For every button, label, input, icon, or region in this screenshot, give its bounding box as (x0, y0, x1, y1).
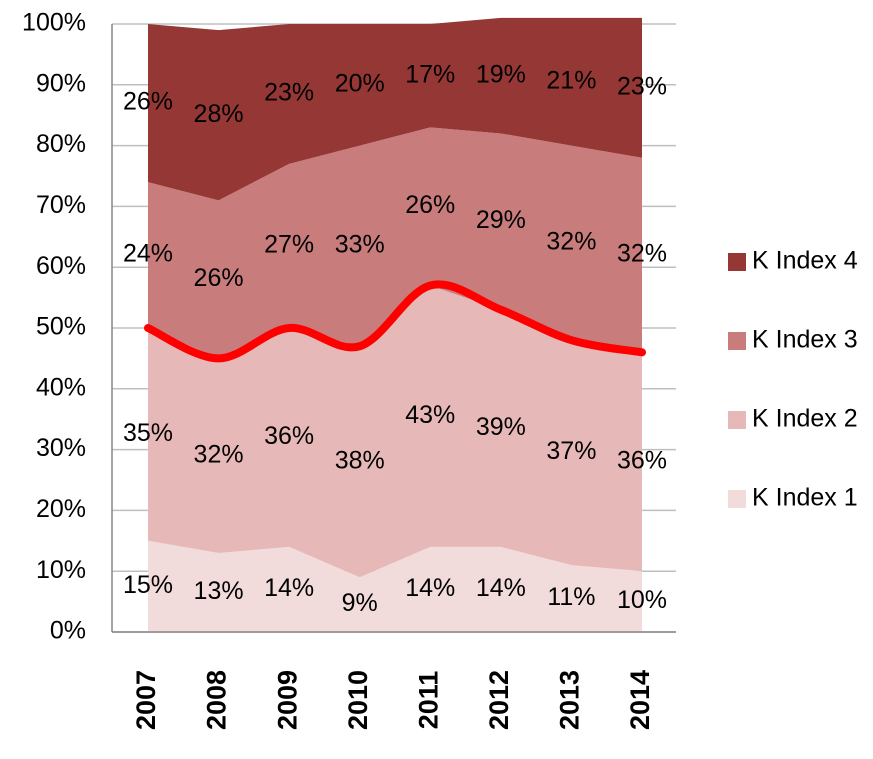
data-label: 14% (264, 574, 314, 602)
area (148, 285, 642, 578)
data-label: 24% (123, 240, 173, 268)
data-label: 32% (194, 440, 244, 468)
data-label: 23% (264, 79, 314, 107)
data-label: 32% (617, 240, 667, 268)
legend-swatch (728, 411, 746, 429)
y-tick-label: 0% (50, 617, 86, 645)
y-tick-label: 50% (36, 313, 86, 341)
data-label: 10% (617, 586, 667, 614)
data-label: 26% (123, 88, 173, 116)
data-label: 26% (194, 264, 244, 292)
data-label: 9% (342, 589, 378, 617)
y-tick-label: 100% (22, 9, 86, 37)
legend-label: K Index 3 (752, 326, 858, 354)
legend-label: K Index 2 (752, 405, 858, 433)
data-label: 15% (123, 571, 173, 599)
x-tick-label: 2014 (625, 670, 655, 730)
area (148, 540, 642, 632)
legend-swatch (728, 332, 746, 350)
data-label: 28% (194, 100, 244, 128)
legend-swatch (728, 253, 746, 271)
data-label: 43% (405, 401, 455, 429)
legend-label: K Index 1 (752, 484, 858, 512)
x-tick-label: 2008 (202, 670, 232, 730)
x-tick-label: 2010 (343, 670, 373, 730)
data-label: 39% (476, 413, 526, 441)
data-label: 36% (617, 446, 667, 474)
x-tick-label: 2009 (272, 670, 302, 730)
y-tick-label: 30% (36, 434, 86, 462)
y-tick-label: 10% (36, 556, 86, 584)
area (148, 17, 642, 201)
data-label: 35% (123, 419, 173, 447)
data-label: 27% (264, 231, 314, 259)
y-tick-label: 40% (36, 373, 86, 401)
data-label: 36% (264, 422, 314, 450)
data-label: 38% (335, 446, 385, 474)
y-tick-label: 80% (36, 130, 86, 158)
legend-label: K Index 4 (752, 247, 858, 275)
area (148, 127, 642, 359)
data-label: 23% (617, 72, 667, 100)
y-tick-label: 20% (36, 495, 86, 523)
x-tick-label: 2007 (131, 670, 161, 730)
data-label: 37% (546, 437, 596, 465)
legend-swatch (728, 490, 746, 508)
data-label: 33% (335, 231, 385, 259)
data-label: 26% (405, 191, 455, 219)
data-label: 17% (405, 60, 455, 88)
x-tick-label: 2013 (555, 670, 585, 730)
data-label: 32% (546, 227, 596, 255)
data-label: 20% (335, 69, 385, 97)
x-tick-label: 2011 (413, 671, 443, 730)
x-tick-label: 2012 (484, 670, 514, 730)
y-tick-label: 90% (36, 69, 86, 97)
data-label: 14% (405, 574, 455, 602)
y-tick-label: 60% (36, 252, 86, 280)
data-label: 29% (476, 206, 526, 234)
data-label: 11% (547, 583, 595, 611)
data-label: 21% (546, 66, 596, 94)
data-label: 19% (476, 60, 526, 88)
y-tick-label: 70% (36, 191, 86, 219)
data-label: 14% (476, 574, 526, 602)
data-label: 13% (194, 577, 244, 605)
trend-line (144, 280, 646, 363)
